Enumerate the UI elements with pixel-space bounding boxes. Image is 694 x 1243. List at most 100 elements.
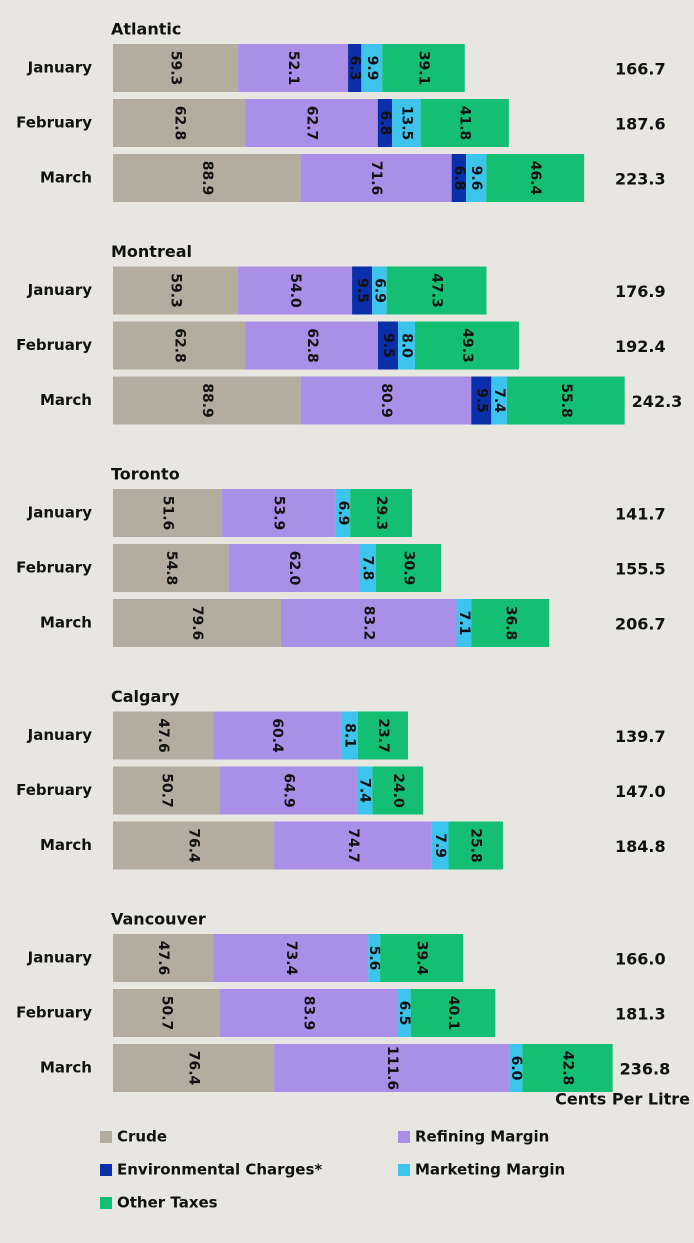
category-label: February	[16, 336, 92, 354]
value-label: 7.4	[491, 388, 507, 413]
bar-segment	[392, 99, 421, 147]
bar-segment	[431, 821, 449, 870]
category-label: March	[40, 391, 92, 409]
bar-segment	[466, 154, 487, 202]
value-label: 79.6	[189, 606, 205, 641]
legend-swatch	[398, 1164, 410, 1176]
bar-segment	[377, 99, 393, 147]
bar-segment	[245, 321, 379, 370]
value-label: 29.3	[373, 496, 389, 531]
total-label: 223.3	[615, 170, 666, 189]
value-label: 55.8	[558, 383, 574, 418]
bar-segment	[113, 489, 222, 537]
value-label: 64.9	[280, 773, 296, 808]
bar-segment	[113, 44, 239, 92]
bar-segment	[414, 321, 519, 370]
value-label: 51.6	[159, 496, 175, 531]
bar-segment	[340, 711, 358, 760]
group-title: Calgary	[111, 687, 180, 706]
legend-swatch	[100, 1164, 112, 1176]
bar-segment	[350, 489, 412, 537]
category-label: March	[40, 1059, 92, 1077]
value-label: 62.7	[304, 106, 320, 141]
bar-segment	[113, 266, 239, 315]
bar-segment	[471, 599, 550, 647]
value-label: 8.0	[399, 333, 415, 358]
bar-segment	[522, 1044, 613, 1092]
total-label: 192.4	[615, 337, 666, 356]
value-label: 50.7	[158, 996, 174, 1031]
value-label: 6.9	[335, 501, 351, 526]
bar-segment	[382, 44, 465, 92]
category-label: March	[40, 836, 92, 854]
value-label: 52.1	[285, 51, 301, 86]
legend-swatch	[398, 1131, 410, 1143]
legend-label: Marketing Margin	[415, 1161, 565, 1179]
bar-segment	[397, 989, 411, 1037]
total-label: 139.7	[615, 727, 666, 746]
bar-segment	[378, 321, 399, 370]
bar-segment	[451, 154, 467, 202]
value-label: 71.6	[368, 161, 384, 196]
value-label: 6.8	[451, 166, 467, 191]
value-label: 5.6	[366, 946, 382, 971]
bar-segment	[113, 766, 220, 815]
bar-segment	[420, 99, 509, 147]
bar-segment	[456, 599, 472, 647]
group-title: Montreal	[111, 242, 192, 261]
value-label: 60.4	[269, 718, 285, 753]
value-label: 8.1	[341, 723, 357, 748]
bar-segment	[113, 989, 220, 1037]
category-label: January	[27, 59, 93, 77]
group-title: Atlantic	[111, 20, 181, 39]
total-label: 141.7	[615, 505, 666, 524]
value-label: 80.9	[378, 383, 394, 418]
value-label: 23.7	[375, 718, 391, 753]
bar-segment	[221, 489, 336, 537]
value-label: 62.8	[304, 328, 320, 363]
bar-segment	[113, 321, 246, 370]
total-label: 166.0	[615, 950, 666, 969]
bar-segment	[280, 599, 457, 647]
value-label: 83.9	[300, 996, 316, 1031]
bar-segment	[213, 934, 369, 982]
category-label: February	[16, 781, 92, 799]
value-label: 7.1	[456, 611, 472, 636]
category-label: February	[16, 1004, 92, 1022]
bar-segment	[274, 821, 432, 870]
category-label: January	[27, 726, 93, 744]
category-label: March	[40, 169, 92, 187]
value-label: 41.8	[457, 106, 473, 141]
legend-label: Other Taxes	[117, 1194, 218, 1212]
bar-segment	[372, 766, 424, 815]
total-label: 184.8	[615, 837, 666, 856]
value-label: 54.0	[287, 273, 303, 308]
category-label: January	[27, 504, 93, 522]
legend-swatch	[100, 1197, 112, 1209]
bar-segment	[213, 711, 341, 760]
value-label: 47.6	[155, 941, 171, 976]
bar-segment	[335, 489, 351, 537]
bar-segment	[113, 711, 214, 760]
bar-segment	[486, 154, 585, 202]
bar-segment	[228, 544, 360, 592]
total-label: 242.3	[632, 392, 683, 411]
bar-segment	[219, 766, 357, 815]
bar-segment	[368, 934, 381, 982]
value-label: 50.7	[158, 773, 174, 808]
bar-segment	[113, 821, 275, 870]
total-label: 166.7	[615, 60, 666, 79]
bar-segment	[300, 154, 452, 202]
value-label: 53.9	[271, 496, 287, 531]
value-label: 6.8	[377, 111, 393, 136]
value-label: 88.9	[199, 161, 215, 196]
bar-segment	[300, 376, 472, 425]
value-label: 73.4	[283, 941, 299, 976]
legend-label: Crude	[117, 1128, 167, 1146]
bar-segment	[356, 766, 373, 815]
total-label: 206.7	[615, 615, 666, 634]
legend-label: Environmental Charges*	[117, 1161, 322, 1179]
value-label: 59.3	[168, 51, 184, 86]
value-label: 9.5	[380, 333, 396, 358]
total-label: 155.5	[615, 560, 666, 579]
